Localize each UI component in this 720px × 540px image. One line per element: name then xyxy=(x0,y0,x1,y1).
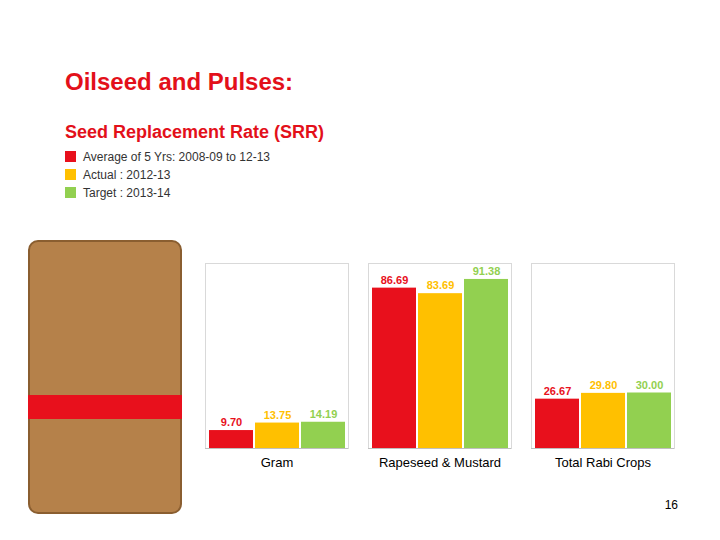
svg-text:86.69: 86.69 xyxy=(381,274,409,286)
svg-text:14.19: 14.19 xyxy=(310,408,338,420)
html-text:Seed Replacement Rate (SRR): Seed Replacement Rate (SRR) xyxy=(65,122,325,142)
svg-text:Total Rabi Crops: Total Rabi Crops xyxy=(555,455,652,470)
html-text:Oilseed and Pulses:: Oilseed and Pulses: xyxy=(65,68,294,95)
svg-text:Gram: Gram xyxy=(261,455,294,470)
svg-text:30.00: 30.00 xyxy=(636,379,664,391)
svg-text:9.70: 9.70 xyxy=(221,416,242,428)
svg-text:83.69: 83.69 xyxy=(427,279,455,291)
html-text:16: 16 xyxy=(664,498,678,512)
html-text:Actual : 2012-13: Actual : 2012-13 xyxy=(83,168,171,182)
svg-text:26.67: 26.67 xyxy=(544,385,572,397)
svg-text:91.38: 91.38 xyxy=(473,265,501,277)
html-text:Average of 5 Yrs: 2008-09 to 1: Average of 5 Yrs: 2008-09 to 12-13 xyxy=(83,150,270,164)
svg-text:Rapeseed & Mustard: Rapeseed & Mustard xyxy=(379,455,501,470)
html-text:Target : 2013-14: Target : 2013-14 xyxy=(83,186,171,200)
svg-text:29.80: 29.80 xyxy=(590,379,618,391)
svg-text:13.75: 13.75 xyxy=(264,409,292,421)
